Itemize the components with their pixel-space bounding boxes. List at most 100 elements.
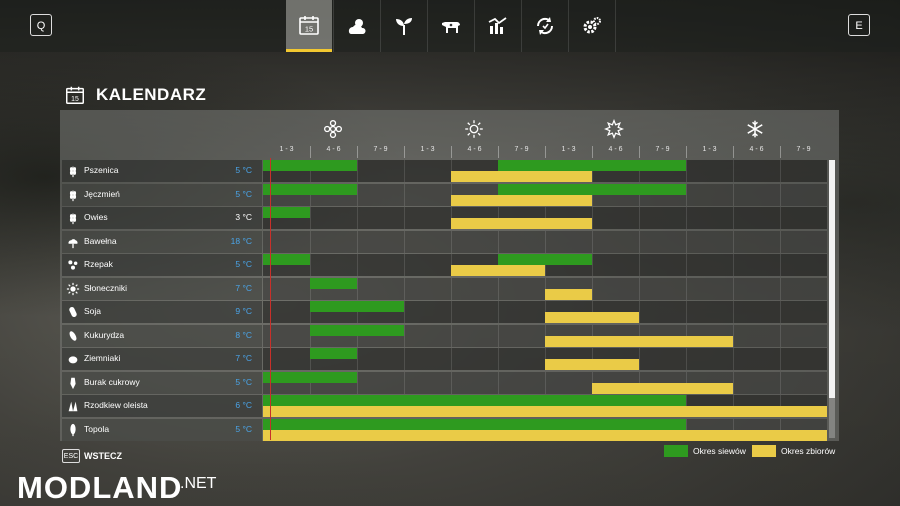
grid-line [733,277,734,300]
grid-line [639,254,640,276]
grid-line [686,277,687,300]
sowing-period-bar [310,348,357,359]
crop-row: Topola 5 °C [62,418,827,443]
calendar-icon: 15 [299,15,319,35]
sowing-period-bar [263,183,357,195]
crop-period-track [263,324,827,347]
grid-line [545,254,546,276]
harvest-period-bar [451,265,545,276]
grid-line [686,183,687,206]
crop-min-temperature: 5 °C [235,165,252,175]
crop-name-cell: Słoneczniki 7 °C [62,277,262,300]
legend-sowing: Okres siewów [664,445,746,457]
crop-row: Soja 9 °C [62,301,827,325]
grid-line [404,371,405,394]
sowing-period-bar [263,395,686,406]
esc-key[interactable]: ESC [62,449,80,463]
crop-row: Rzodkiew oleista 6 °C [62,395,827,419]
grid-line [357,207,358,229]
grid-line [780,160,781,182]
sowing-period-bar [498,160,686,171]
sowing-period-bar [263,418,686,430]
sprout-icon [396,18,412,35]
crop-name: Soja [84,306,102,316]
crop-period-track [263,418,827,441]
grid-line [310,207,311,229]
tab-statistics[interactable] [474,0,521,52]
back-button[interactable]: WSTECZ [84,451,122,461]
scrollbar-thumb[interactable] [829,160,835,398]
settings-icon [583,17,601,34]
grid-line [310,371,311,394]
grid-line [780,277,781,300]
crop-name-cell: Bawełna 18 °C [62,230,262,253]
crop-min-temperature: 6 °C [235,400,252,410]
grid-line [310,160,311,182]
month-separator [357,146,358,158]
crop-period-track [263,277,827,300]
grid-line [733,348,734,370]
month-label: 4 - 6 [608,146,623,153]
tab-animals[interactable] [427,0,474,52]
crop-row: Rzepak 5 °C [62,254,827,278]
crop-name: Słoneczniki [84,282,127,293]
grid-line [592,207,593,229]
corn-icon [69,330,77,341]
grid-line [780,183,781,206]
grid-line [686,254,687,276]
crop-name-cell: Topola 5 °C [62,418,262,441]
tab-weather[interactable] [333,0,380,52]
sowing-period-bar [263,207,310,218]
harvest-period-bar [451,194,592,206]
grid-line [592,277,593,300]
legend-harvest-swatch [752,445,776,457]
crop-min-temperature: 8 °C [235,329,252,340]
grid-line [639,301,640,323]
grid-line [498,348,499,370]
crop-name: Kukurydza [84,329,125,340]
crop-name-cell: Owies 3 °C [62,207,262,229]
oilradish-icon [68,401,78,412]
grid-line [780,254,781,276]
grid-line [404,230,405,253]
oats-icon [69,213,77,225]
crop-name-cell: Rzepak 5 °C [62,254,262,276]
next-page-key[interactable]: E [848,14,870,36]
grid-line [357,160,358,182]
grid-line [404,324,405,347]
page-header: 15 KALENDARZ [64,84,206,106]
soybean-icon [69,306,77,318]
watermark-logo: MODLAND [17,470,183,505]
sowing-period-bar [263,160,357,171]
tab-contracts[interactable] [521,0,568,52]
canola-icon [68,260,78,270]
tab-calendar[interactable]: 15 [286,0,332,52]
month-label: 1 - 3 [702,146,717,153]
crop-name: Pszenica [84,165,119,175]
cycle-icon [536,17,554,35]
crop-period-track [263,348,827,370]
sowing-period-bar [263,254,310,265]
previous-page-key[interactable]: Q [30,14,52,36]
current-date-marker [270,158,271,440]
stats-icon [488,17,507,34]
sunflower-icon [66,282,80,295]
grid-line [451,371,452,394]
grid-line [733,160,734,182]
crop-min-temperature: 5 °C [235,423,252,434]
harvest-period-bar [545,312,639,323]
harvest-period-bar [592,382,733,394]
tab-settings[interactable] [568,0,616,52]
grid-line [404,183,405,206]
month-separator [451,146,452,158]
month-separator [686,146,687,158]
grid-line [357,254,358,276]
sowing-period-bar [263,371,357,383]
autumn-leaf-icon [604,119,624,139]
crop-name: Rzodkiew oleista [84,400,148,410]
grid-line [404,160,405,182]
sowing-period-bar [498,183,686,195]
crop-name-cell: Jęczmień 5 °C [62,183,262,206]
crop-row: Owies 3 °C [62,207,827,231]
tab-crops[interactable] [380,0,427,52]
